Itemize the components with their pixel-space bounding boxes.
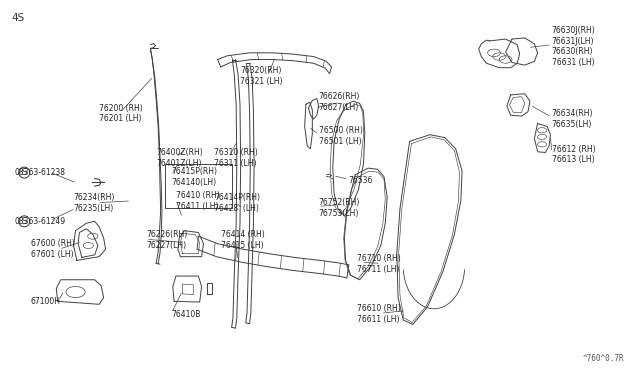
Text: S: S [22, 168, 27, 177]
Text: 76414P(RH)
76428  (LH): 76414P(RH) 76428 (LH) [214, 193, 260, 213]
Text: 76634(RH)
76635(LH): 76634(RH) 76635(LH) [552, 109, 593, 129]
Text: 76200 (RH)
76201 (LH): 76200 (RH) 76201 (LH) [99, 103, 143, 124]
Text: 76410 (RH)
76411 (LH): 76410 (RH) 76411 (LH) [176, 191, 220, 211]
Text: 76536: 76536 [349, 176, 373, 185]
Text: 76626(RH)
76627(LH): 76626(RH) 76627(LH) [319, 92, 360, 112]
Text: 4S: 4S [12, 13, 25, 23]
Text: 76400Z(RH)
76401Z(LH): 76400Z(RH) 76401Z(LH) [157, 148, 204, 168]
Text: 76612 (RH)
76613 (LH): 76612 (RH) 76613 (LH) [552, 144, 595, 164]
Text: 76752(RH)
76753(LH): 76752(RH) 76753(LH) [319, 198, 360, 218]
Text: 67100H: 67100H [31, 297, 61, 306]
Text: 76610 (RH)
76611 (LH): 76610 (RH) 76611 (LH) [357, 304, 401, 324]
Text: 76410B: 76410B [172, 310, 201, 319]
Text: 08363-61238: 08363-61238 [14, 169, 65, 177]
Text: 76630J(RH)
76631J(LH)
76630(RH)
76631 (LH): 76630J(RH) 76631J(LH) 76630(RH) 76631 (L… [552, 26, 595, 67]
Text: 76234(RH)
76235(LH): 76234(RH) 76235(LH) [74, 193, 115, 213]
Text: 76415P(RH)
764140(LH): 76415P(RH) 764140(LH) [172, 167, 218, 187]
Text: 76310 (RH)
76311 (LH): 76310 (RH) 76311 (LH) [214, 148, 258, 168]
Text: ^760^0.7R: ^760^0.7R [582, 354, 624, 363]
Text: 76710 (RH)
76711 (LH): 76710 (RH) 76711 (LH) [357, 254, 401, 274]
Text: S: S [22, 217, 27, 226]
Text: 76320(RH)
76321 (LH): 76320(RH) 76321 (LH) [240, 66, 282, 86]
Text: 76226(RH)
76227(LH): 76226(RH) 76227(LH) [146, 230, 187, 250]
Text: 67600 (RH)
67601 (LH): 67600 (RH) 67601 (LH) [31, 239, 75, 259]
Text: 76414 (RH)
76415 (LH): 76414 (RH) 76415 (LH) [221, 230, 264, 250]
Text: 76500 (RH)
76501 (LH): 76500 (RH) 76501 (LH) [319, 126, 363, 146]
Text: 08363-61249: 08363-61249 [14, 217, 65, 226]
